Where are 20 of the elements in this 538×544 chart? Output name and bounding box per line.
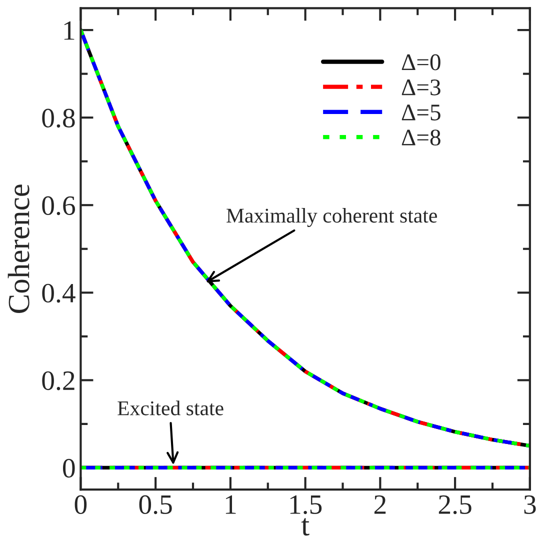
annotation: Excited state [118, 400, 224, 416]
y-tick-label: 1 [64, 21, 74, 40]
x-tick-label: 1.5 [290, 495, 322, 514]
y-tick-label: 0 [63, 458, 75, 478]
legend-label: Δ=3 [402, 79, 440, 96]
legend-label: Δ=0 [402, 54, 440, 70]
x-tick-label: 2 [374, 495, 386, 514]
x-axis-title: t [301, 518, 310, 536]
y-tick-label: 0.2 [42, 371, 74, 390]
x-tick-label: 0.5 [139, 495, 172, 514]
annotation: Maximally coherent state [226, 208, 437, 227]
y-axis-title: Coherence [8, 184, 30, 313]
y-tick-label: 0.6 [42, 196, 76, 216]
x-tick-label: 2.5 [438, 495, 472, 514]
x-tick-label: 3 [524, 495, 536, 514]
y-tick-label: 0.4 [42, 284, 76, 303]
legend-label: Δ=8 [402, 130, 440, 146]
y-tick-label: 0.8 [42, 108, 75, 128]
legend-label: Δ=5 [402, 104, 440, 120]
x-tick-label: 1 [226, 495, 236, 514]
